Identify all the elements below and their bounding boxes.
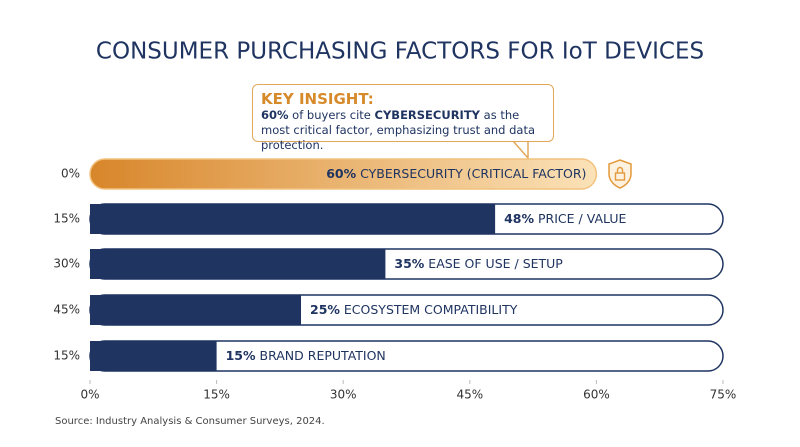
bar-name: PRICE / VALUE [538, 211, 626, 226]
bar [90, 249, 386, 279]
x-tick-label: 0% [80, 388, 99, 402]
annotation-text: 60% of buyers cite CYBERSECURITY as the … [261, 108, 545, 153]
value-label: 48% [504, 211, 534, 226]
bar [90, 204, 496, 234]
chart-title: CONSUMER PURCHASING FACTORS FOR IoT DEVI… [96, 39, 704, 65]
y-tick-label: 30% [53, 257, 80, 271]
bar [90, 341, 217, 371]
data-label: 60% CYBERSECURITY (CRITICAL FACTOR) [326, 166, 586, 181]
shield-icon [608, 159, 632, 189]
bar-name: ECOSYSTEM COMPATIBILITY [344, 302, 518, 317]
y-tick-label: 0% [61, 167, 80, 181]
x-tick-label: 30% [330, 388, 357, 402]
value-label: 35% [394, 256, 424, 271]
annotation-heading: KEY INSIGHT: [261, 90, 374, 108]
annotation-bold: CYBERSECURITY [374, 108, 480, 122]
data-label: 15% BRAND REPUTATION [226, 348, 386, 363]
value-label: 15% [226, 348, 256, 363]
x-tick-label: 15% [203, 388, 230, 402]
bar-name: BRAND REPUTATION [260, 348, 386, 363]
bar [89, 158, 598, 190]
x-tick-label: 75% [710, 388, 737, 402]
y-tick-label: 45% [53, 303, 80, 317]
data-label: 35% EASE OF USE / SETUP [394, 256, 563, 271]
value-label: 60% [326, 166, 356, 181]
y-tick-label: 15% [53, 349, 80, 363]
bar [90, 295, 301, 325]
x-tick-label: 60% [583, 388, 610, 402]
source-note: Source: Industry Analysis & Consumer Sur… [55, 416, 325, 427]
value-label: 25% [310, 302, 340, 317]
annotation-part: as the most critical factor, emphasizing… [261, 108, 536, 152]
annotation-bold: 60% [261, 108, 289, 122]
x-tick-label: 45% [456, 388, 483, 402]
bar-name: EASE OF USE / SETUP [428, 256, 563, 271]
bar-name: CYBERSECURITY (CRITICAL FACTOR) [360, 166, 586, 181]
data-label: 48% PRICE / VALUE [504, 211, 626, 226]
y-tick-label: 15% [53, 212, 80, 226]
annotation: KEY INSIGHT: 60% of buyers cite CYBERSEC… [252, 84, 554, 152]
data-label: 25% ECOSYSTEM COMPATIBILITY [310, 302, 518, 317]
annotation-part: of buyers cite [288, 108, 375, 122]
